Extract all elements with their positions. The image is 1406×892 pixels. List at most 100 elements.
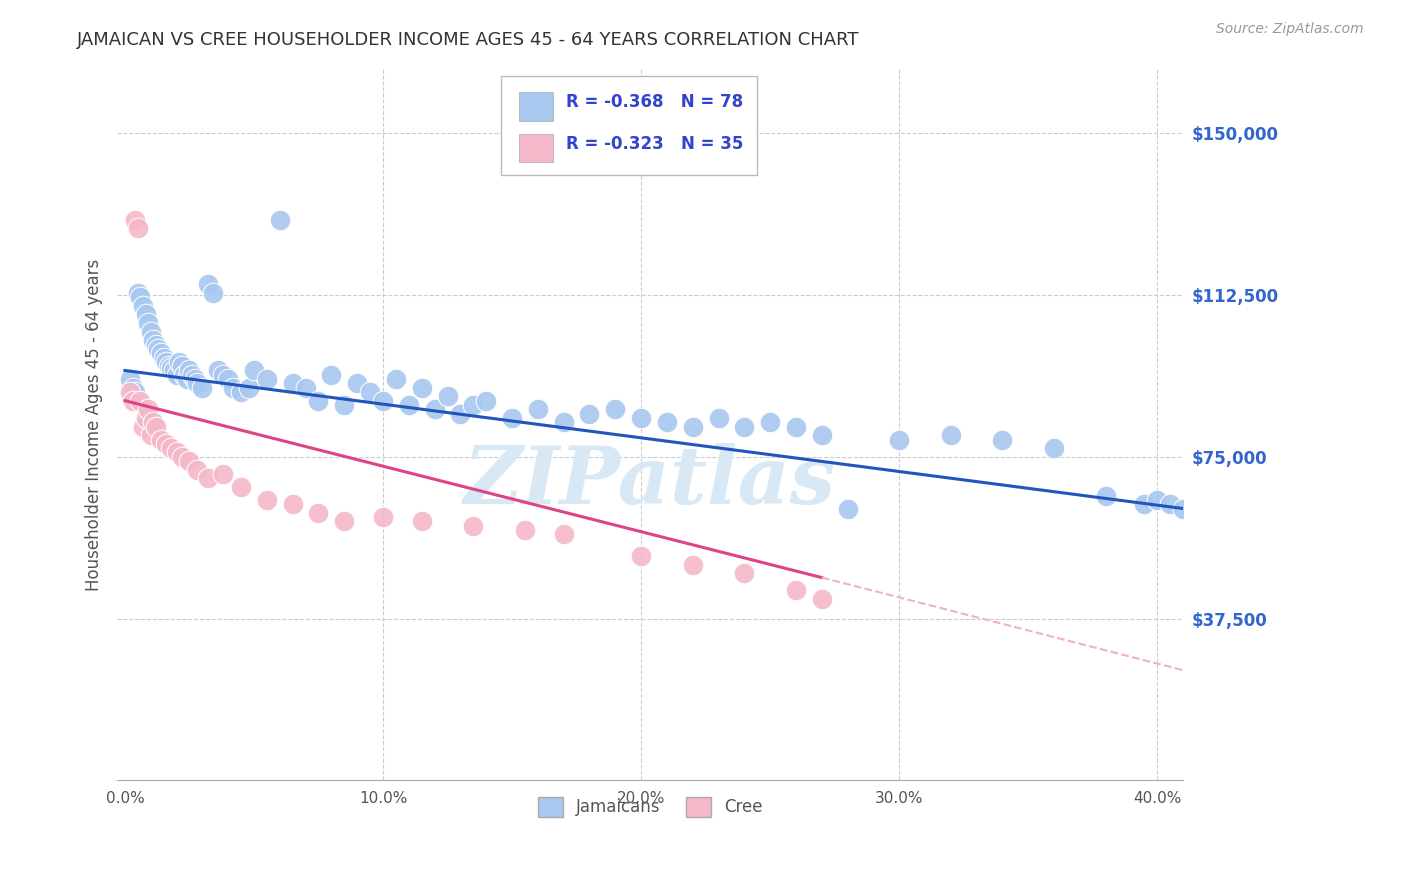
Point (359, 385, 381, 400)
Point (269, 212, 291, 227)
Point (1043, 441, 1066, 455)
Point (191, 381, 214, 395)
Point (281, 497, 304, 511)
Point (120, 385, 142, 400)
Point (124, 212, 146, 227)
Point (207, 363, 229, 377)
Point (321, 368, 343, 382)
Point (121, 381, 143, 395)
Point (256, 492, 278, 507)
Point (333, 515, 356, 529)
Point (371, 393, 394, 408)
Point (501, 411, 523, 425)
Point (152, 351, 174, 365)
Point (1094, 489, 1116, 503)
Point (837, 501, 859, 516)
Point (294, 381, 316, 395)
Point (222, 381, 245, 395)
Point (132, 299, 155, 313)
Point (135, 307, 157, 321)
FancyBboxPatch shape (501, 76, 756, 176)
Point (181, 368, 204, 382)
Point (167, 355, 190, 369)
Point (333, 398, 356, 412)
Point (155, 355, 177, 369)
Point (398, 398, 420, 412)
Point (160, 361, 183, 376)
Point (135, 411, 157, 425)
FancyBboxPatch shape (519, 93, 553, 120)
Point (810, 428, 832, 442)
Point (212, 467, 235, 481)
Point (179, 363, 201, 377)
Point (281, 376, 304, 391)
Point (176, 372, 198, 386)
Point (475, 393, 498, 408)
Point (186, 376, 208, 391)
Point (1146, 492, 1168, 507)
Point (129, 393, 152, 408)
Text: R = -0.323   N = 35: R = -0.323 N = 35 (567, 135, 744, 153)
Point (179, 454, 201, 468)
Point (243, 363, 266, 377)
Point (197, 471, 219, 485)
Point (166, 368, 188, 382)
Point (229, 385, 252, 400)
Point (155, 437, 177, 451)
Point (170, 359, 193, 374)
Point (463, 398, 485, 412)
Text: ZIPatlas: ZIPatlas (464, 442, 837, 520)
Point (630, 549, 652, 563)
Point (183, 372, 205, 386)
Point (1159, 497, 1181, 511)
Point (120, 372, 142, 386)
Text: JAMAICAN VS CREE HOUSEHOLDER INCOME AGES 45 - 64 YEARS CORRELATION CHART: JAMAICAN VS CREE HOUSEHOLDER INCOME AGES… (77, 31, 860, 49)
Point (785, 583, 807, 598)
Point (733, 566, 755, 581)
Point (385, 372, 408, 386)
Point (463, 518, 485, 533)
Point (411, 381, 433, 395)
Point (160, 441, 183, 455)
Point (513, 523, 536, 537)
Point (371, 510, 394, 524)
Point (127, 221, 149, 235)
Point (810, 592, 832, 607)
Point (139, 428, 162, 442)
Point (889, 433, 911, 447)
Point (145, 419, 167, 434)
Point (411, 515, 433, 529)
Text: Source: ZipAtlas.com: Source: ZipAtlas.com (1216, 22, 1364, 37)
Point (527, 402, 550, 417)
Point (136, 316, 159, 330)
Y-axis label: Householder Income Ages 45 - 64 years: Householder Income Ages 45 - 64 years (86, 259, 103, 591)
Point (132, 419, 155, 434)
Point (170, 450, 193, 464)
Point (186, 463, 208, 477)
Legend: Jamaicans, Cree: Jamaicans, Cree (530, 789, 770, 825)
Point (212, 368, 235, 382)
Point (145, 337, 167, 351)
Point (991, 433, 1014, 447)
Point (655, 415, 678, 429)
Point (308, 506, 330, 520)
Point (139, 325, 162, 339)
Point (173, 368, 195, 382)
Point (553, 415, 575, 429)
Point (733, 419, 755, 434)
Point (142, 415, 165, 429)
Point (197, 277, 219, 292)
Point (785, 419, 807, 434)
Point (553, 527, 575, 541)
Point (157, 359, 180, 374)
Point (148, 342, 170, 356)
Point (682, 419, 704, 434)
Point (217, 372, 239, 386)
Point (682, 558, 704, 572)
Point (630, 411, 652, 425)
Point (127, 285, 149, 300)
Point (578, 407, 600, 421)
Point (150, 346, 173, 360)
Point (150, 433, 173, 447)
Point (142, 333, 165, 347)
